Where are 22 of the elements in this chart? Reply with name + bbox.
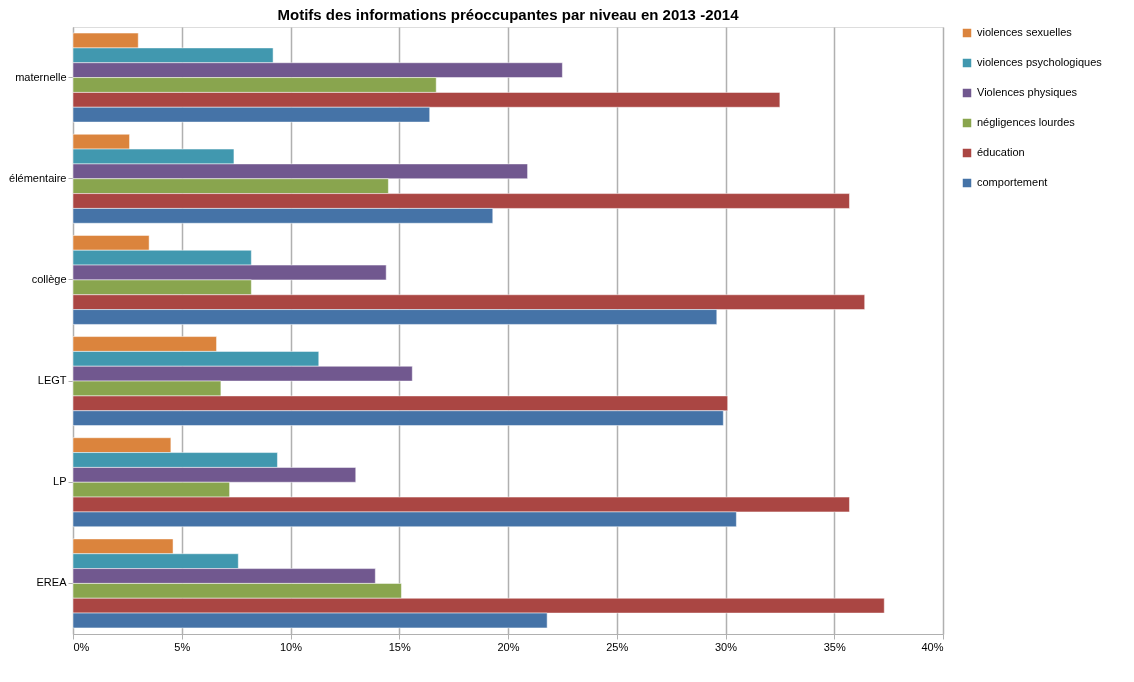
x-tick-label: 35% [823, 640, 846, 653]
legend-label: Violences physiques [977, 86, 1078, 98]
x-tick-label: 5% [174, 640, 191, 653]
x-tick-label: 20% [497, 640, 520, 653]
x-tick-label: 40% [921, 640, 944, 653]
chart-title: Motifs des informations préoccupantes par niveau en 2013 -2014 [277, 6, 740, 23]
x-tick-label: 10% [279, 640, 303, 653]
x-tick-label: 15% [388, 640, 411, 653]
legend-label: négligences lourdes [977, 116, 1076, 128]
legend-label: comportement [977, 176, 1048, 188]
x-tick-label: 0% [73, 640, 90, 653]
y-tick-label: LEGT [37, 374, 67, 387]
legend-label: éducation [977, 146, 1025, 158]
y-tick-label: maternelle [15, 70, 67, 83]
y-tick-label: élémentaire [9, 171, 67, 184]
y-tick-label: collège [31, 272, 67, 285]
y-tick-label: EREA [36, 576, 68, 589]
y-tick-label: LP [53, 475, 67, 488]
x-tick-label: 30% [714, 640, 738, 653]
legend-label: violences psychologiques [977, 56, 1103, 68]
legend-label: violences sexuelles [977, 26, 1073, 38]
x-tick-label: 25% [606, 640, 629, 653]
